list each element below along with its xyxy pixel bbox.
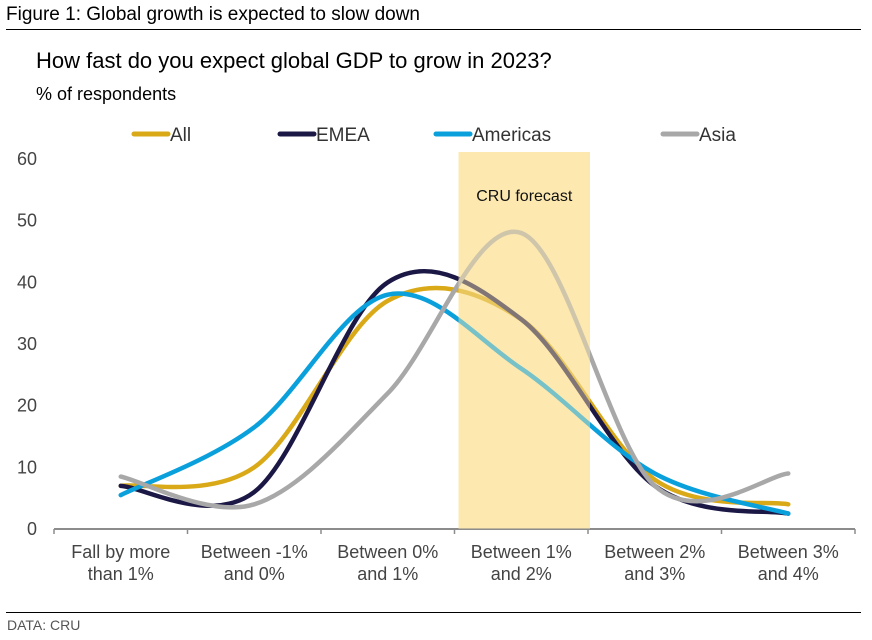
forecast-band xyxy=(458,152,590,529)
figure-title: Figure 1: Global growth is expected to s… xyxy=(6,4,420,25)
y-tick-label: 20 xyxy=(17,396,37,416)
forecast-label: CRU forecast xyxy=(476,188,573,205)
x-tick-label: Between 1% and 2% xyxy=(471,542,572,584)
legend-label-asia: Asia xyxy=(699,125,736,146)
y-tick-label: 60 xyxy=(17,149,37,169)
x-tick-label: Fall by more than 1% xyxy=(71,542,170,584)
y-tick-label: 0 xyxy=(27,519,37,539)
legend-label-all: All xyxy=(170,125,191,146)
footer-rule xyxy=(6,612,861,613)
chart-subtitle: % of respondents xyxy=(36,84,177,104)
x-tick-label: Between 2% and 3% xyxy=(604,542,705,584)
y-tick-label: 10 xyxy=(17,457,37,477)
chart-title: How fast do you expect global GDP to gro… xyxy=(36,48,552,73)
series-line-emea xyxy=(118,269,791,516)
series-line-asia xyxy=(118,229,791,510)
x-tick-label: Between 3% and 4% xyxy=(738,542,839,584)
y-tick-label: 50 xyxy=(17,211,37,231)
y-tick-label: 40 xyxy=(17,272,37,292)
forecast-band-overlay xyxy=(458,152,590,529)
legend-label-emea: EMEA xyxy=(316,125,370,146)
series-line-all xyxy=(118,285,791,507)
legend-label-americas: Americas xyxy=(472,125,551,146)
source-note: DATA: CRU xyxy=(7,617,81,633)
x-tick-label: Between 0% and 1% xyxy=(337,542,438,584)
header-rule xyxy=(6,29,861,30)
y-tick-label: 30 xyxy=(17,334,37,354)
x-tick-label: Between -1% and 0% xyxy=(201,542,308,584)
